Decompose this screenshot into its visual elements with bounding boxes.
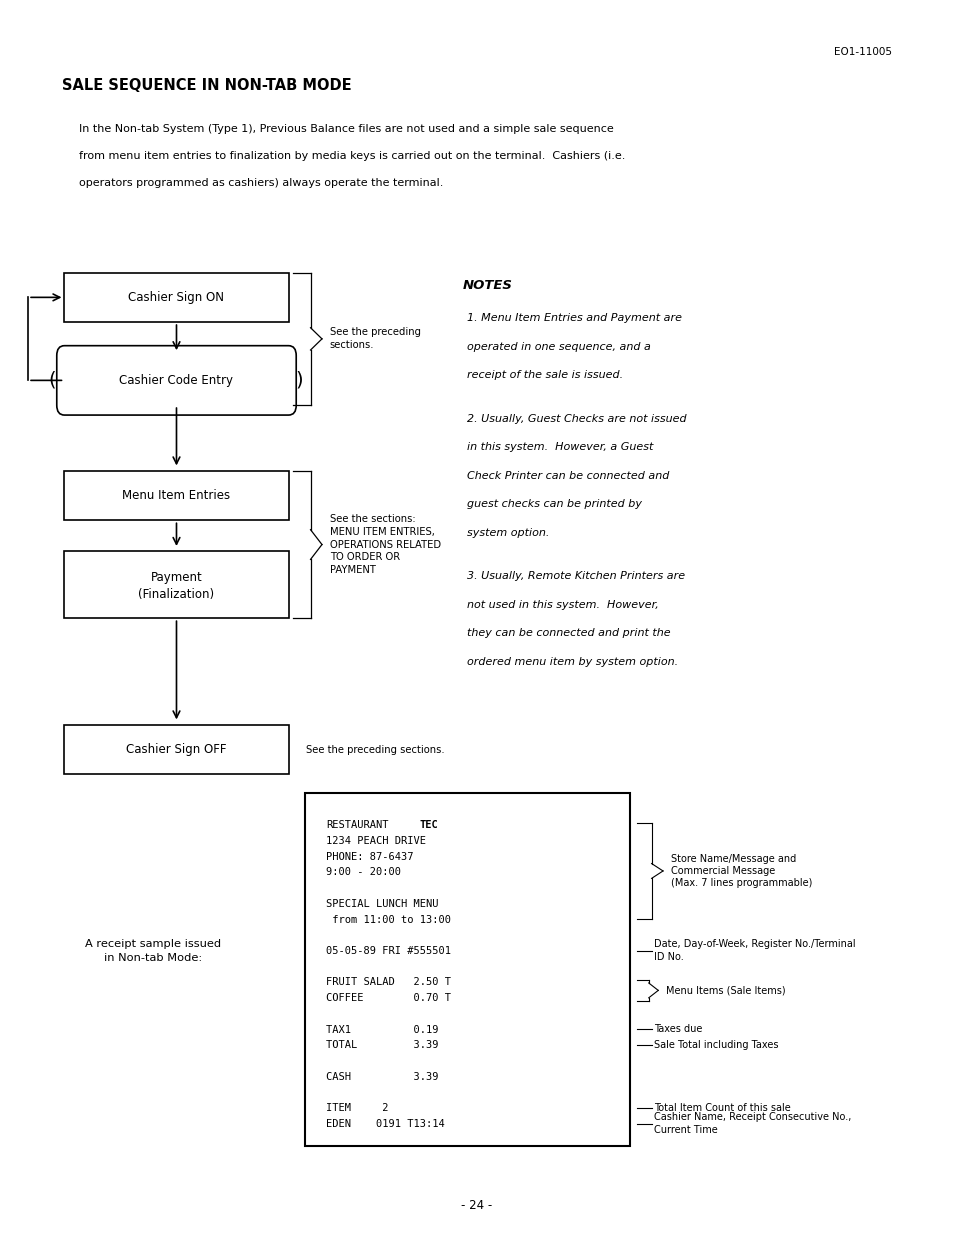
Text: FRUIT SALAD   2.50 T: FRUIT SALAD 2.50 T bbox=[326, 978, 451, 987]
Text: 3. Usually, Remote Kitchen Printers are: 3. Usually, Remote Kitchen Printers are bbox=[467, 571, 685, 581]
Text: from 11:00 to 13:00: from 11:00 to 13:00 bbox=[326, 914, 451, 924]
Text: See the preceding sections.: See the preceding sections. bbox=[305, 745, 444, 755]
Text: 9:00 - 20:00: 9:00 - 20:00 bbox=[326, 867, 401, 877]
Text: receipt of the sale is issued.: receipt of the sale is issued. bbox=[467, 370, 623, 380]
Text: See the sections:
MENU ITEM ENTRIES,
OPERATIONS RELATED
TO ORDER OR
PAYMENT: See the sections: MENU ITEM ENTRIES, OPE… bbox=[330, 514, 440, 575]
FancyBboxPatch shape bbox=[65, 551, 288, 618]
Text: system option.: system option. bbox=[467, 528, 549, 538]
Text: (: ( bbox=[49, 370, 55, 390]
Text: COFFEE        0.70 T: COFFEE 0.70 T bbox=[326, 994, 451, 1004]
Text: not used in this system.  However,: not used in this system. However, bbox=[467, 600, 659, 610]
Text: In the Non-tab System (Type 1), Previous Balance files are not used and a simple: In the Non-tab System (Type 1), Previous… bbox=[79, 124, 614, 134]
Text: in this system.  However, a Guest: in this system. However, a Guest bbox=[467, 442, 653, 452]
Text: RESTAURANT: RESTAURANT bbox=[326, 820, 389, 830]
FancyBboxPatch shape bbox=[65, 471, 288, 520]
Text: 05-05-89 FRI #555501: 05-05-89 FRI #555501 bbox=[326, 945, 451, 957]
Text: Cashier Sign OFF: Cashier Sign OFF bbox=[126, 743, 227, 756]
Text: See the preceding
sections.: See the preceding sections. bbox=[330, 327, 420, 351]
Text: ): ) bbox=[295, 370, 302, 390]
Text: 1234 PEACH DRIVE: 1234 PEACH DRIVE bbox=[326, 836, 426, 846]
Text: Cashier Code Entry: Cashier Code Entry bbox=[119, 374, 233, 387]
Text: operated in one sequence, and a: operated in one sequence, and a bbox=[467, 342, 651, 352]
Text: TOTAL         3.39: TOTAL 3.39 bbox=[326, 1041, 438, 1051]
Text: Store Name/Message and
Commercial Message
(Max. 7 lines programmable): Store Name/Message and Commercial Messag… bbox=[670, 854, 811, 888]
FancyBboxPatch shape bbox=[57, 346, 295, 415]
Text: Payment: Payment bbox=[151, 571, 202, 584]
Text: EO1-11005: EO1-11005 bbox=[833, 47, 891, 57]
Text: SPECIAL LUNCH MENU: SPECIAL LUNCH MENU bbox=[326, 898, 438, 908]
Text: NOTES: NOTES bbox=[462, 279, 512, 291]
Text: 1. Menu Item Entries and Payment are: 1. Menu Item Entries and Payment are bbox=[467, 313, 681, 323]
Text: Cashier Sign ON: Cashier Sign ON bbox=[129, 291, 224, 304]
Text: guest checks can be printed by: guest checks can be printed by bbox=[467, 499, 641, 509]
Text: (Finalization): (Finalization) bbox=[138, 589, 214, 601]
FancyBboxPatch shape bbox=[65, 273, 288, 322]
Text: they can be connected and print the: they can be connected and print the bbox=[467, 628, 670, 638]
Text: Menu Item Entries: Menu Item Entries bbox=[122, 489, 231, 502]
Text: ordered menu item by system option.: ordered menu item by system option. bbox=[467, 657, 678, 667]
Text: CASH          3.39: CASH 3.39 bbox=[326, 1072, 438, 1082]
Text: from menu item entries to finalization by media keys is carried out on the termi: from menu item entries to finalization b… bbox=[79, 151, 625, 161]
Text: Check Printer can be connected and: Check Printer can be connected and bbox=[467, 471, 669, 481]
Text: Date, Day-of-Week, Register No./Terminal
ID No.: Date, Day-of-Week, Register No./Terminal… bbox=[654, 939, 855, 961]
Text: EDEN    0191 T13:14: EDEN 0191 T13:14 bbox=[326, 1119, 444, 1129]
FancyBboxPatch shape bbox=[305, 793, 629, 1146]
Text: - 24 -: - 24 - bbox=[461, 1199, 492, 1212]
FancyBboxPatch shape bbox=[65, 725, 288, 774]
Text: Cashier Name, Receipt Consecutive No.,
Current Time: Cashier Name, Receipt Consecutive No., C… bbox=[654, 1113, 851, 1135]
Text: Menu Items (Sale Items): Menu Items (Sale Items) bbox=[665, 985, 784, 995]
Text: TEC: TEC bbox=[419, 820, 438, 830]
Text: PHONE: 87-6437: PHONE: 87-6437 bbox=[326, 851, 414, 861]
Text: TAX1          0.19: TAX1 0.19 bbox=[326, 1025, 438, 1035]
Text: Total Item Count of this sale: Total Item Count of this sale bbox=[654, 1103, 790, 1113]
Text: operators programmed as cashiers) always operate the terminal.: operators programmed as cashiers) always… bbox=[79, 178, 443, 188]
Text: SALE SEQUENCE IN NON-TAB MODE: SALE SEQUENCE IN NON-TAB MODE bbox=[62, 78, 352, 93]
Text: ITEM     2: ITEM 2 bbox=[326, 1103, 389, 1113]
Text: Taxes due: Taxes due bbox=[654, 1025, 702, 1035]
Text: 2. Usually, Guest Checks are not issued: 2. Usually, Guest Checks are not issued bbox=[467, 414, 686, 424]
Text: Sale Total including Taxes: Sale Total including Taxes bbox=[654, 1040, 779, 1049]
Text: A receipt sample issued
in Non-tab Mode:: A receipt sample issued in Non-tab Mode: bbox=[85, 938, 220, 964]
